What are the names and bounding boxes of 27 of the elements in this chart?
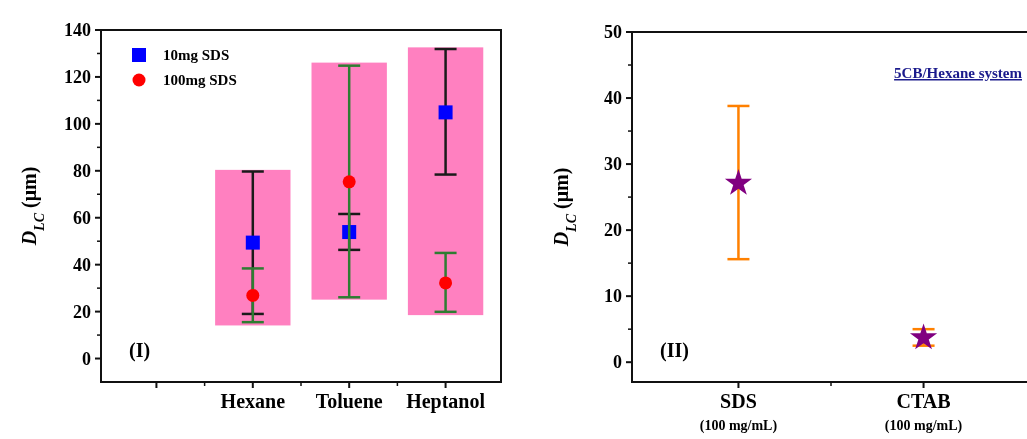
y-tick-label: 20 [604, 220, 622, 241]
x-tick-label: CTAB (100 mg/mL) [884, 390, 963, 434]
annotation: (I) [129, 339, 151, 362]
y-tick-label: 40 [73, 254, 91, 275]
y-tick-label: 50 [604, 22, 622, 43]
y-tick-label: 100 [64, 114, 91, 135]
x-tick-label: Heptanol [406, 390, 486, 413]
x-tick-label: Hexane [220, 390, 286, 412]
bar [311, 62, 387, 300]
y-tick-label: 0 [613, 352, 622, 373]
legend-label: 10mg SDS [163, 47, 230, 64]
y-tick-label: 40 [604, 88, 622, 109]
y-tick-label: 140 [64, 20, 91, 41]
x-tick-label: Toluene [315, 390, 383, 412]
bar [215, 169, 291, 326]
y-tick-label: 30 [604, 154, 622, 175]
bar [407, 47, 484, 316]
y-tick-label: 60 [73, 208, 91, 229]
y-tick-label: 20 [73, 301, 91, 322]
annotation: (II) [660, 339, 689, 362]
x-tick-label: SDS (100 mg/mL) [699, 390, 778, 434]
y-tick-label: 80 [73, 161, 91, 182]
legend-label: 100mg SDS [163, 72, 237, 89]
annotation: 5CB/Hexane system [894, 65, 1023, 81]
y-tick-label: 0 [82, 348, 91, 369]
y-tick-label: 10 [604, 286, 622, 307]
y-tick-label: 120 [64, 67, 91, 88]
